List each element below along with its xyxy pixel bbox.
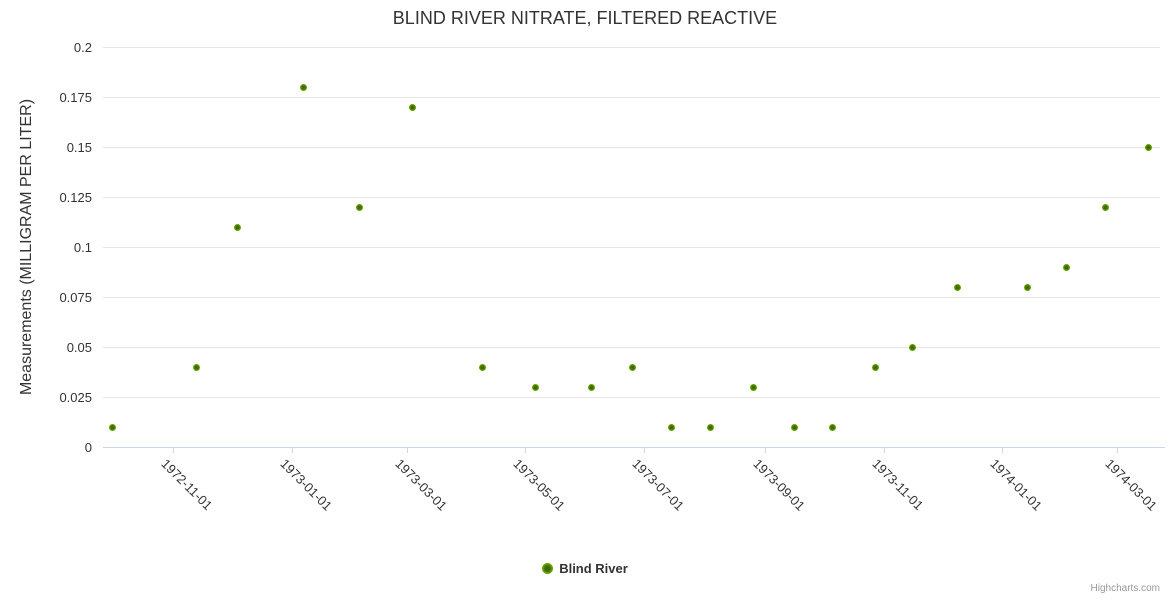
data-point[interactable] (954, 283, 962, 291)
y-axis-tick-label: 0.075 (59, 290, 92, 305)
data-point[interactable] (1024, 283, 1032, 291)
data-point[interactable] (706, 423, 714, 431)
y-axis-tick-label: 0.1 (73, 240, 92, 255)
data-point[interactable] (1101, 203, 1109, 211)
chart-title: BLIND RIVER NITRATE, FILTERED REACTIVE (392, 8, 778, 28)
x-axis-tick (764, 448, 766, 453)
x-axis-tick (1002, 448, 1004, 453)
data-point[interactable] (479, 363, 487, 371)
data-point[interactable] (829, 423, 837, 431)
x-axis-tick-label: 1973-11-01 (868, 456, 926, 513)
x-axis-tick-label: 1972-11-01 (158, 456, 216, 513)
y-gridline (103, 147, 1160, 148)
y-axis-tick-label: 0.05 (66, 340, 92, 355)
y-gridline (103, 297, 1160, 298)
data-point[interactable] (299, 83, 307, 91)
data-point[interactable] (909, 343, 917, 351)
data-point[interactable] (356, 203, 364, 211)
x-axis-tick-label: 1974-01-01 (987, 456, 1046, 514)
data-point[interactable] (531, 383, 539, 391)
x-axis-tick-label: 1973-01-01 (277, 456, 335, 514)
data-point[interactable] (109, 423, 117, 431)
x-axis-tick (1117, 448, 1119, 453)
y-gridline (103, 47, 1160, 48)
data-point[interactable] (790, 423, 798, 431)
y-gridline (103, 347, 1160, 348)
x-axis-tick-label: 1973-05-01 (510, 456, 569, 514)
data-point[interactable] (409, 103, 416, 111)
x-axis-tick-label: 1973-07-01 (629, 456, 688, 514)
x-axis-tick (406, 448, 408, 453)
y-gridline (103, 197, 1160, 198)
data-point[interactable] (192, 363, 200, 371)
data-point[interactable] (628, 363, 636, 371)
x-axis-tick (291, 448, 293, 453)
data-point[interactable] (1063, 263, 1071, 271)
y-axis-tick-label: 0.2 (73, 40, 92, 55)
y-gridline (103, 247, 1160, 248)
x-axis-tick (883, 448, 885, 453)
data-point[interactable] (667, 423, 675, 431)
y-axis-tick-label: 0.15 (66, 140, 92, 155)
x-axis-tick-label: 1973-09-01 (750, 456, 808, 514)
legend-marker-icon (542, 563, 554, 574)
y-axis-tick-label: 0.125 (59, 190, 92, 205)
x-axis-line (103, 447, 1165, 448)
y-axis-tick-label: 0 (84, 440, 92, 455)
x-axis-tick-label: 1974-03-01 (1102, 456, 1161, 514)
y-gridline (103, 397, 1160, 398)
y-axis-tick-label: 0.025 (59, 390, 92, 405)
y-axis-tick-label: 0.175 (59, 90, 92, 105)
y-gridline (103, 97, 1160, 98)
x-axis-tick (525, 448, 527, 453)
data-point[interactable] (588, 383, 596, 391)
data-point[interactable] (872, 363, 880, 371)
data-point[interactable] (233, 223, 241, 231)
x-axis-tick (644, 448, 646, 453)
highcharts-credits-link[interactable]: Highcharts.com (1090, 583, 1160, 594)
x-axis-tick-label: 1973-03-01 (392, 456, 450, 514)
legend-item-blind-river[interactable]: Blind River (0, 561, 1170, 576)
data-point[interactable] (1144, 143, 1152, 151)
data-point[interactable] (749, 383, 757, 391)
legend-series-label: Blind River (559, 561, 628, 576)
x-axis-tick (173, 448, 175, 453)
